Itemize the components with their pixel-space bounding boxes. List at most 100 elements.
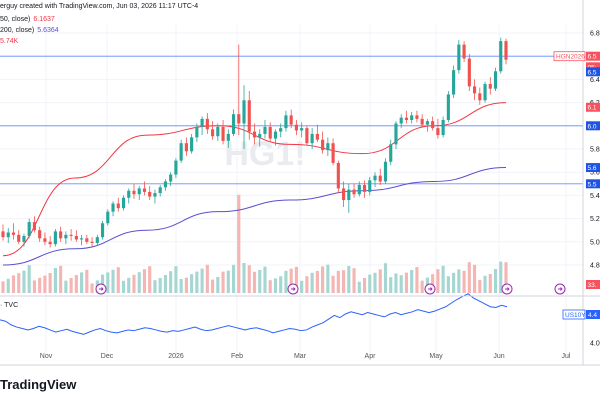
volume-bar xyxy=(74,275,78,293)
price-tag-text: 6.1 xyxy=(588,105,597,112)
candle-body xyxy=(273,131,278,139)
candle-body xyxy=(310,133,314,144)
volume-bar xyxy=(342,270,346,293)
ma50-line xyxy=(2,102,507,257)
candle-body xyxy=(158,187,162,194)
volume-bar xyxy=(80,272,84,293)
volume-bar xyxy=(6,278,10,293)
candle-body xyxy=(174,160,178,175)
volume-bar xyxy=(284,270,288,293)
candle-body xyxy=(336,162,340,189)
volume-bars xyxy=(1,194,566,295)
candle-body xyxy=(279,128,283,132)
candle-body xyxy=(368,180,372,192)
candle-body xyxy=(95,237,99,243)
candle-body xyxy=(462,44,466,59)
volume-bar xyxy=(32,280,37,293)
candle-body xyxy=(383,161,388,182)
candle-body xyxy=(488,84,492,89)
candle-body xyxy=(399,117,403,124)
volume-bar xyxy=(383,263,388,293)
candle-body xyxy=(357,184,361,195)
volume-bar xyxy=(11,275,16,293)
volume-bar xyxy=(467,262,471,293)
volume-bar xyxy=(17,273,21,293)
candle-body xyxy=(137,188,141,195)
candle-body xyxy=(326,143,330,151)
volume-bar xyxy=(441,265,445,293)
candle-body xyxy=(179,143,183,161)
volume-bar xyxy=(347,266,351,293)
volume-bar xyxy=(499,261,503,293)
volume-bar xyxy=(268,280,272,293)
candle-body xyxy=(216,126,220,137)
price-tag xyxy=(586,102,600,112)
ma200-legend: 200, close) 5.6364 xyxy=(0,27,59,34)
volume-bar xyxy=(472,264,477,293)
candle-body xyxy=(53,231,57,245)
candle-body xyxy=(342,188,346,201)
candle-body xyxy=(352,189,356,195)
volume-bar xyxy=(247,265,251,293)
price-tag-text: 6.5 xyxy=(588,69,597,76)
x-tick-label: 2026 xyxy=(168,353,184,360)
candle-body xyxy=(195,126,199,138)
volume-bar xyxy=(179,279,183,293)
volume-bar xyxy=(331,275,335,293)
candle-body xyxy=(205,118,209,130)
candle-body xyxy=(467,58,471,87)
volume-bar xyxy=(294,266,298,293)
ma50-legend: 50, close) 6.1637 xyxy=(0,16,55,23)
candle-body xyxy=(184,143,188,152)
candlesticks xyxy=(1,37,508,248)
x-tick-label: May xyxy=(429,353,443,360)
candle-body xyxy=(300,128,304,131)
candle-body xyxy=(64,234,68,239)
candle-body xyxy=(127,190,131,198)
price-tag xyxy=(586,62,600,72)
volume-bar xyxy=(399,275,403,293)
candle-body xyxy=(493,71,498,89)
candle-body xyxy=(321,139,325,151)
volume-bar xyxy=(357,281,361,293)
volume-bar xyxy=(64,280,68,293)
volume-bar xyxy=(242,263,246,293)
volume-bar xyxy=(462,270,466,293)
candle-body xyxy=(242,100,246,124)
volume-bar xyxy=(389,277,393,293)
volume-bar xyxy=(158,278,162,293)
candle-body xyxy=(100,223,105,238)
candle-body xyxy=(431,121,435,129)
volume-bar xyxy=(420,280,424,293)
ma50-value: 6.1637 xyxy=(33,16,55,23)
symbol-tag-text: HGN2026 xyxy=(556,54,585,61)
candle-body xyxy=(221,126,225,141)
candle-body xyxy=(231,114,236,134)
lower-pane: · TVC xyxy=(0,293,508,335)
candle-body xyxy=(252,131,257,138)
volume-bar xyxy=(69,278,73,293)
candle-body xyxy=(190,137,194,152)
volume-bar xyxy=(200,268,204,293)
volume-tag xyxy=(586,280,600,289)
candle-body xyxy=(6,232,10,238)
tradingview-logo[interactable]: TradingView xyxy=(0,375,76,393)
y-tick-label: 5.0 xyxy=(590,239,600,246)
event-icon-arrow xyxy=(291,287,296,291)
price-tag-text: 5.5 xyxy=(588,181,597,188)
us10y-value-text: 4.4 xyxy=(588,312,597,319)
candle-body xyxy=(289,115,293,125)
y-tick-label: 5.6 xyxy=(590,170,600,177)
candle-body xyxy=(446,94,450,120)
candle-body xyxy=(378,175,382,182)
price-tag-text: 6.5 xyxy=(588,54,597,61)
logo-text: TradingView xyxy=(0,376,77,392)
candle-body xyxy=(111,203,115,212)
volume-bar xyxy=(436,269,440,293)
event-icon-arrow xyxy=(428,287,433,291)
candle-body xyxy=(410,115,414,120)
volume-bar xyxy=(153,280,157,293)
volume-bar xyxy=(394,273,398,293)
